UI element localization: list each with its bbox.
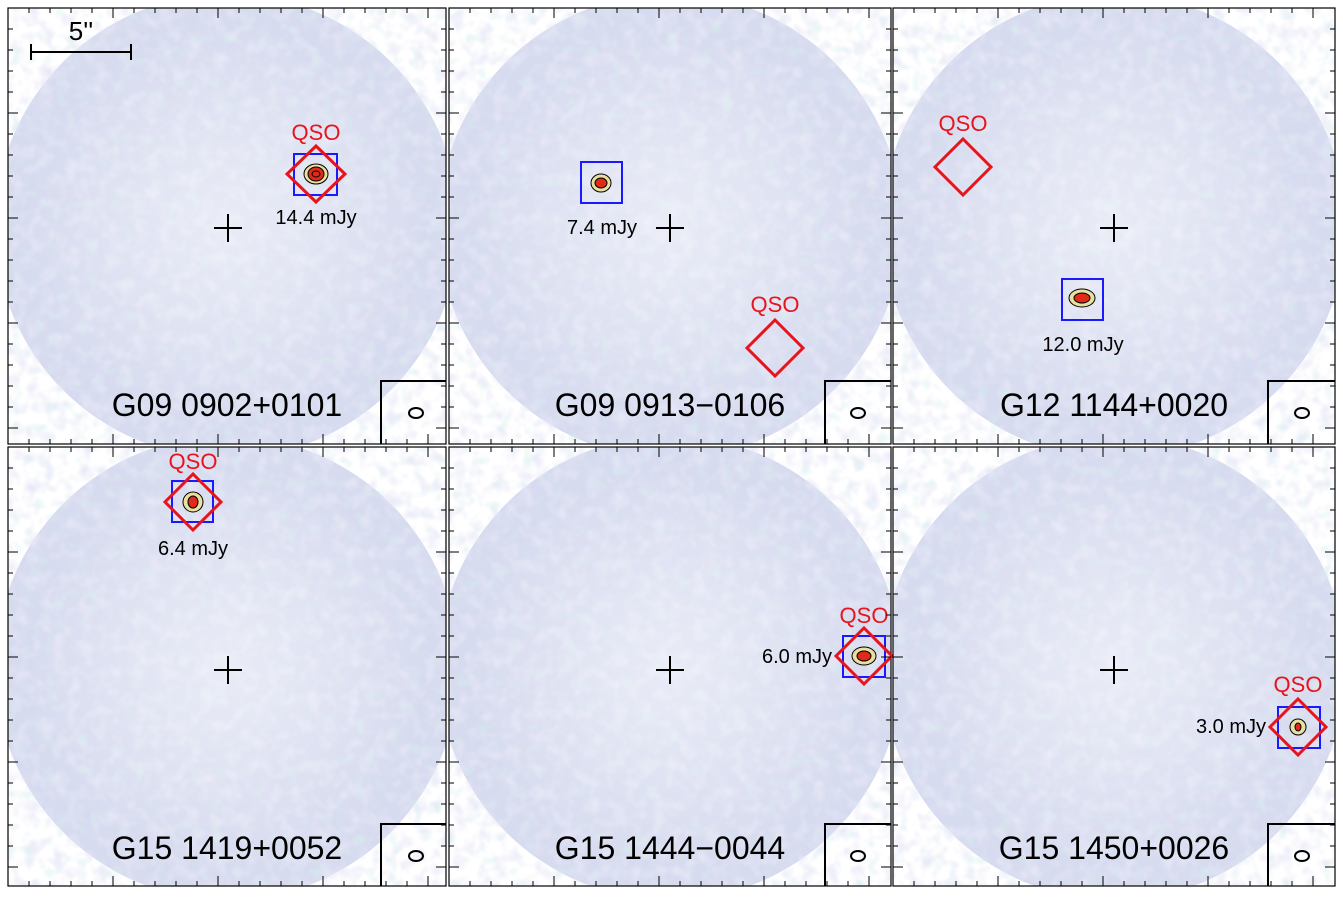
panel-title: G15 1450+0026 <box>999 830 1229 866</box>
detected-source <box>851 646 877 666</box>
beam-inset <box>1267 380 1335 444</box>
detected-source <box>1289 718 1307 736</box>
detected-source <box>303 163 329 185</box>
panel-6: QSO 3.0 mJy G15 1450+0026 <box>892 446 1336 887</box>
panel-frame <box>892 7 1336 445</box>
phase-center-cross <box>1100 656 1128 684</box>
source-box <box>293 153 338 196</box>
detected-source <box>1068 288 1096 308</box>
flux-label: 6.4 mJy <box>158 538 228 560</box>
scale-bar-label: 5'' <box>69 16 93 46</box>
beam-inset <box>824 380 891 444</box>
phase-center-cross <box>656 656 684 684</box>
qso-label: QSO <box>1274 672 1323 697</box>
panel-title: G15 1419+0052 <box>112 830 342 866</box>
flux-label: 12.0 mJy <box>1042 334 1123 356</box>
panel-frame <box>448 446 892 887</box>
qso-label: QSO <box>939 111 988 136</box>
beam-inset <box>1267 823 1335 886</box>
panel-title: G12 1144+0020 <box>1000 387 1228 423</box>
source-box <box>1277 706 1321 749</box>
panel-1: 5'' QSO 14.4 mJy G09 0902+0101 <box>7 7 447 445</box>
qso-label: QSO <box>751 292 800 317</box>
scale-bar: 5'' <box>30 16 132 60</box>
qso-marker <box>932 136 994 198</box>
detected-source <box>590 173 612 193</box>
phase-center-cross <box>214 656 242 684</box>
panel-5: QSO 6.0 mJy G15 1444−0044 <box>448 446 895 887</box>
phase-center-cross <box>1100 214 1128 242</box>
panel-frame <box>892 446 1336 887</box>
panel-2: QSO 7.4 mJy G09 0913−0106 <box>448 7 892 445</box>
panel-title: G15 1444−0044 <box>555 830 785 866</box>
source-box <box>171 480 214 523</box>
qso-label: QSO <box>169 449 218 474</box>
phase-center-cross <box>656 214 684 242</box>
flux-label: 14.4 mJy <box>275 207 356 229</box>
source-box <box>1061 278 1104 321</box>
panel-3: QSO 12.0 mJy G12 1144+0020 <box>892 7 1336 445</box>
qso-marker <box>744 317 806 379</box>
panel-frame <box>7 7 447 445</box>
phase-center-cross <box>214 214 242 242</box>
detected-source <box>182 491 204 513</box>
qso-label: QSO <box>840 603 889 628</box>
qso-marker <box>833 625 895 687</box>
panel-title: G09 0913−0106 <box>555 387 785 423</box>
qso-marker <box>284 143 348 205</box>
panel-4: QSO 6.4 mJy G15 1419+0052 <box>7 446 447 887</box>
source-box <box>580 161 623 204</box>
panel-frame <box>7 446 447 887</box>
flux-label: 6.0 mJy <box>762 646 832 668</box>
flux-label: 7.4 mJy <box>567 217 637 239</box>
panel-frame <box>448 7 892 445</box>
qso-marker <box>1267 696 1329 758</box>
flux-label: 3.0 mJy <box>1196 716 1266 738</box>
qso-marker <box>162 471 224 533</box>
beam-inset <box>380 823 446 886</box>
axis-ticks <box>8 8 1335 886</box>
beam-inset <box>824 823 891 886</box>
qso-label: QSO <box>292 120 341 145</box>
panel-title: G09 0902+0101 <box>112 387 342 423</box>
beam-inset <box>380 380 446 444</box>
